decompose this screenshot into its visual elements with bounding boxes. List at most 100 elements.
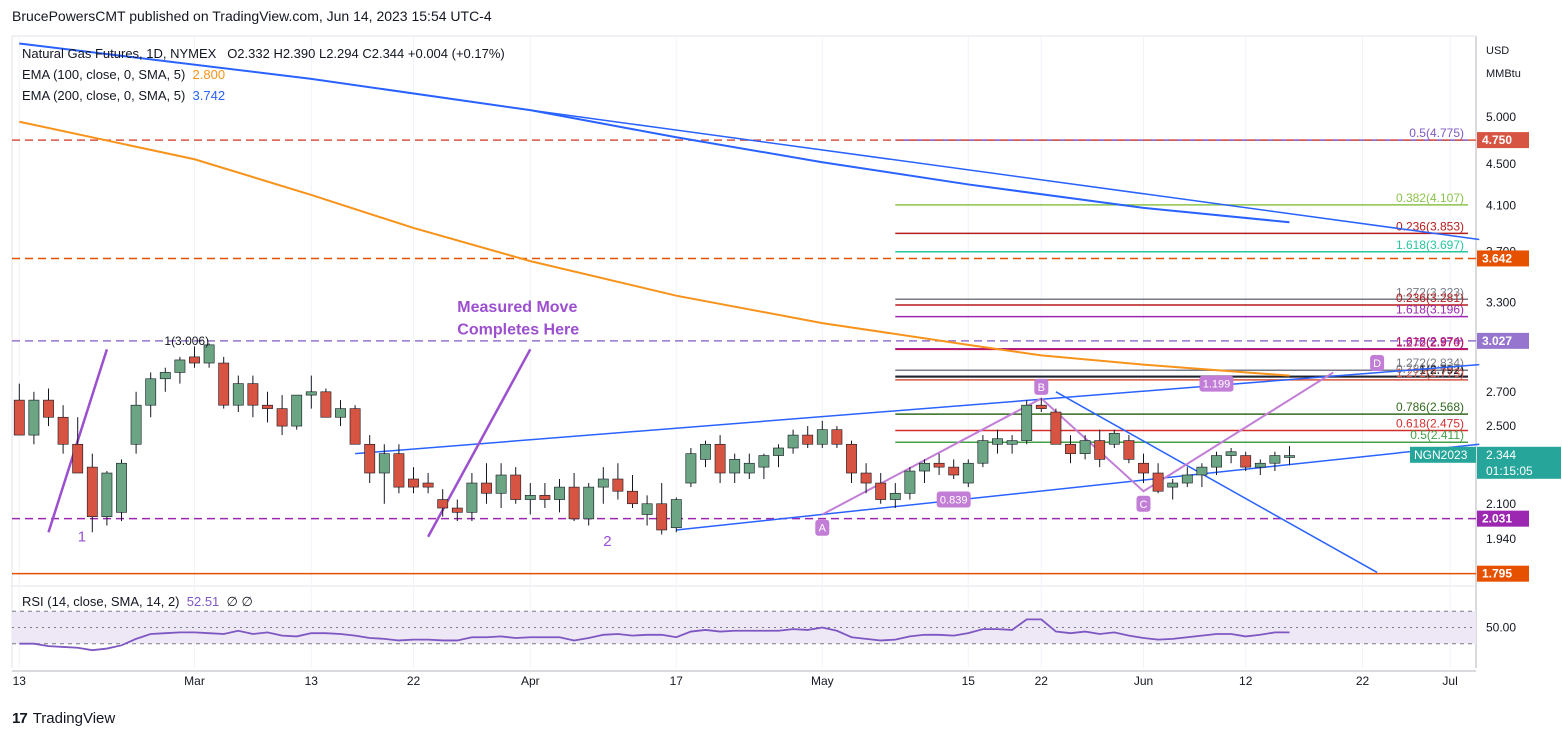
ema200-value: 3.742 <box>192 88 226 103</box>
fib-level-label: 0.382(4.107) <box>1396 191 1464 205</box>
fib-level-label: 1.272(3.323) <box>1396 285 1464 299</box>
x-tick-label: Mar <box>184 674 205 688</box>
price-tag-box <box>1477 132 1529 149</box>
candle-body <box>203 344 215 364</box>
price-tag-box <box>1477 250 1529 267</box>
x-tick-label: 22 <box>407 674 421 688</box>
candle-body <box>627 490 638 505</box>
candle-body <box>1021 404 1033 441</box>
candle-body <box>773 447 784 456</box>
rsi-value: 52.51 <box>186 594 220 609</box>
point-b-label: B <box>1038 382 1045 394</box>
candle-body <box>466 482 478 513</box>
ema100-value: 2.800 <box>192 67 226 82</box>
x-tick-label: 22 <box>1356 674 1370 688</box>
ema200-line <box>19 42 1290 224</box>
wave-2-label: 2 <box>603 533 611 550</box>
candle-body <box>481 482 492 494</box>
ema100-line <box>19 120 1290 377</box>
x-tick-label: 17 <box>670 674 684 688</box>
candle-body <box>218 362 230 406</box>
candle-body <box>57 416 69 445</box>
fib-level-label: 0.5(2.411) <box>1410 428 1464 442</box>
candle-body <box>714 443 726 474</box>
candle-body <box>28 399 40 436</box>
x-tick-label: Apr <box>521 674 540 688</box>
tradingview-footer[interactable]: 17 TradingView <box>12 710 115 727</box>
candle-body <box>685 453 697 484</box>
price-tag-label: 3.027 <box>1482 334 1512 348</box>
candle-body <box>1181 474 1193 484</box>
candle-body <box>729 459 741 474</box>
ema100-legend: EMA (100, close, 0, SMA, 5) 2.800 <box>22 67 225 82</box>
candle-body <box>72 443 84 474</box>
point-b-label-box <box>1034 378 1049 395</box>
price-unit-label: USD <box>1486 45 1509 57</box>
candle-body <box>291 394 303 427</box>
candle-body <box>174 359 186 373</box>
candle-body <box>977 440 989 464</box>
candle-body <box>860 472 872 484</box>
candle-body <box>948 466 960 476</box>
candle-body <box>378 453 390 474</box>
price-tag-label: 2.031 <box>1482 512 1512 526</box>
candle-body <box>262 404 273 409</box>
publisher-header: BrucePowersCMT published on TradingView.… <box>12 8 492 24</box>
rsi-line <box>19 618 1290 652</box>
price-tick-label: 3.300 <box>1486 295 1516 309</box>
candle-body <box>349 408 361 445</box>
candle-body <box>933 462 945 468</box>
x-tick-label: Jun <box>1134 674 1153 688</box>
candle-body <box>451 507 463 513</box>
point-d-label-box <box>1370 355 1385 372</box>
candle-body <box>904 470 916 494</box>
point-a-label: A <box>819 523 827 535</box>
candle-body <box>422 482 434 488</box>
candle-body <box>1211 455 1222 468</box>
candle-body <box>846 443 857 474</box>
symbol-name: Natural Gas Futures, 1D, NYMEX <box>22 46 217 61</box>
ohlc-values: O2.332 H2.390 L2.294 C2.344 +0.004 (+0.1… <box>227 46 505 61</box>
candle-body <box>1123 440 1135 460</box>
x-tick-label: 13 <box>13 674 27 688</box>
ema100-label: EMA (100, close, 0, SMA, 5) <box>22 67 186 82</box>
candle-body <box>802 434 814 445</box>
fib-anchor-label: 1(3.006) <box>164 334 209 348</box>
candle-body <box>43 399 54 418</box>
rsi-legend: RSI (14, close, SMA, 14, 2) 52.51 ∅ ∅ <box>22 594 253 610</box>
candle-body <box>889 492 901 500</box>
ratio-1199-label: 1.199 <box>1203 379 1231 391</box>
candle-body <box>437 499 449 509</box>
candle-body <box>159 372 171 380</box>
candle-body <box>568 486 580 520</box>
rsi-label: RSI (14, close, SMA, 14, 2) <box>22 594 180 609</box>
candle-body <box>656 503 668 531</box>
harmonic-pattern <box>821 371 1334 516</box>
tradingview-logo-icon: 17 <box>12 710 28 727</box>
point-c-label: C <box>1140 499 1148 511</box>
x-tick-label: May <box>811 674 834 688</box>
falling-trendline <box>1055 391 1378 574</box>
price-tick-label: 4.500 <box>1486 157 1516 171</box>
candle-body <box>232 383 244 406</box>
candle-body <box>189 356 200 364</box>
candle-body <box>787 434 799 449</box>
candle-body <box>612 478 624 492</box>
price-tick-label: 5.000 <box>1486 110 1516 124</box>
candle-body <box>758 455 770 468</box>
x-tick-label: 13 <box>305 674 319 688</box>
candle-body <box>1065 443 1076 454</box>
x-tick-label: 12 <box>1239 674 1253 688</box>
fib-level-label: 0.786(2.568) <box>1396 400 1464 414</box>
candle-body <box>992 438 1003 445</box>
ratio-1199-label-box <box>1199 375 1234 392</box>
symbol-legend: Natural Gas Futures, 1D, NYMEX O2.332 H2… <box>22 46 505 61</box>
candle-body <box>1094 440 1106 460</box>
candle-body <box>101 472 113 517</box>
fib-level-label: 1.618(2.974) <box>1396 335 1464 349</box>
fib-level-label: 1.272(2.970) <box>1396 335 1464 349</box>
price-tag-box <box>1477 510 1529 527</box>
price-tag-box <box>1477 565 1529 582</box>
candle-body <box>145 378 157 406</box>
